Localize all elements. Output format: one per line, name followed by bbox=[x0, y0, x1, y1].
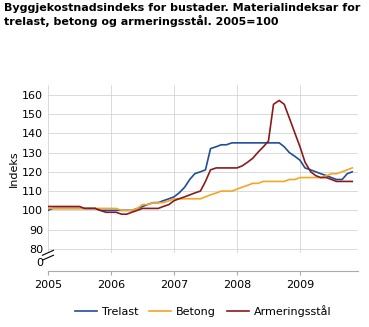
Armeringsstål bbox=[208, 168, 213, 172]
Trelast bbox=[350, 170, 355, 174]
Trelast bbox=[271, 141, 276, 145]
Betong bbox=[271, 180, 276, 183]
Betong bbox=[120, 208, 124, 212]
Betong bbox=[46, 206, 50, 210]
Y-axis label: Indeks: Indeks bbox=[9, 150, 19, 187]
Trelast bbox=[56, 206, 61, 210]
Betong bbox=[208, 193, 213, 197]
Armeringsstål bbox=[120, 212, 124, 216]
Armeringsstål bbox=[277, 98, 282, 102]
Trelast bbox=[93, 206, 97, 210]
Trelast bbox=[124, 208, 129, 212]
Trelast bbox=[46, 208, 50, 212]
Legend: Trelast, Betong, Armeringsstål: Trelast, Betong, Armeringsstål bbox=[70, 301, 335, 321]
Betong bbox=[130, 208, 134, 212]
Trelast bbox=[203, 168, 208, 172]
Armeringsstål bbox=[46, 204, 50, 208]
Line: Trelast: Trelast bbox=[48, 143, 352, 210]
Text: Byggjekostnadsindeks for bustader. Materialindeksar for
trelast, betong og armer: Byggjekostnadsindeks for bustader. Mater… bbox=[4, 3, 360, 27]
Trelast bbox=[77, 206, 82, 210]
Line: Armeringsstål: Armeringsstål bbox=[48, 100, 352, 214]
Betong bbox=[56, 206, 61, 210]
Line: Betong: Betong bbox=[48, 168, 352, 210]
Armeringsstål bbox=[350, 180, 355, 183]
Betong bbox=[77, 206, 82, 210]
Betong bbox=[93, 206, 97, 210]
Armeringsstål bbox=[56, 204, 61, 208]
Armeringsstål bbox=[77, 204, 82, 208]
Armeringsstål bbox=[130, 210, 134, 214]
Armeringsstål bbox=[93, 206, 97, 210]
Armeringsstål bbox=[271, 102, 276, 106]
Betong bbox=[350, 166, 355, 170]
Trelast bbox=[230, 141, 234, 145]
